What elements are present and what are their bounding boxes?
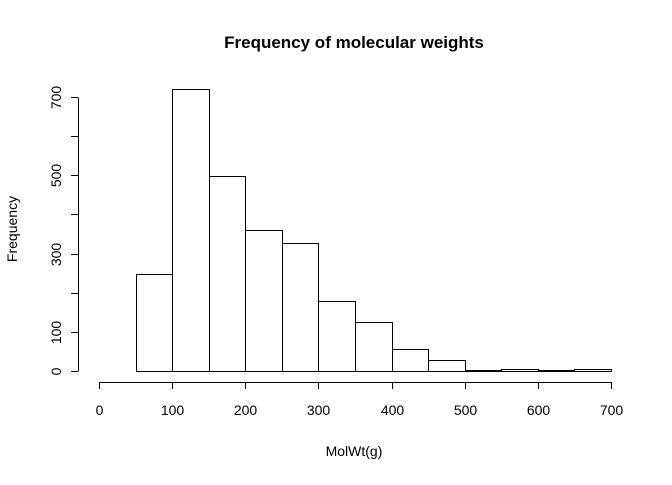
x-axis: 0 100 200 300 400 500 600 700 bbox=[96, 382, 624, 418]
histogram-bar bbox=[282, 243, 319, 372]
x-axis-label: MolWt(g) bbox=[326, 443, 383, 459]
histogram-bar bbox=[172, 89, 210, 372]
histogram-bar bbox=[392, 349, 429, 372]
bars-group bbox=[136, 89, 612, 372]
chart-title: Frequency of molecular weights bbox=[224, 33, 484, 52]
y-tick-label: 0 bbox=[48, 367, 64, 375]
histogram-bar bbox=[355, 322, 393, 372]
y-tick-label: 700 bbox=[48, 86, 64, 110]
histogram-bar bbox=[245, 230, 283, 372]
histogram-bar bbox=[318, 301, 356, 372]
x-tick-label: 600 bbox=[527, 402, 551, 418]
y-tick-label: 100 bbox=[48, 321, 64, 345]
x-tick-label: 0 bbox=[96, 402, 104, 418]
x-tick-label: 400 bbox=[381, 402, 405, 418]
histogram-bar bbox=[465, 370, 502, 372]
x-tick-label: 300 bbox=[307, 402, 331, 418]
x-tick-label: 200 bbox=[234, 402, 258, 418]
x-tick-label: 700 bbox=[600, 402, 624, 418]
y-axis-label: Frequency bbox=[4, 196, 20, 262]
y-axis: 0 100 300 500 700 bbox=[48, 86, 79, 375]
histogram-bar bbox=[501, 369, 539, 372]
y-tick-label: 300 bbox=[48, 243, 64, 267]
x-tick-label: 100 bbox=[161, 402, 185, 418]
histogram-bar bbox=[136, 274, 173, 372]
histogram-bar bbox=[428, 360, 466, 372]
histogram-bar bbox=[574, 369, 612, 372]
y-tick-label: 500 bbox=[48, 164, 64, 188]
x-tick-label: 500 bbox=[454, 402, 478, 418]
histogram-bar bbox=[538, 370, 575, 372]
histogram-bar bbox=[209, 176, 246, 372]
